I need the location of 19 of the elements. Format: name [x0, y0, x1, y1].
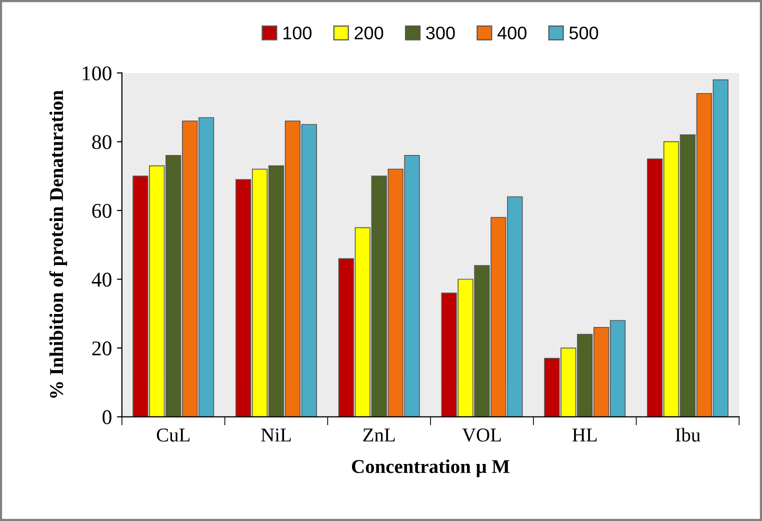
- y-tick-label: 20: [92, 341, 112, 356]
- x-tick-label: NiL: [261, 428, 291, 442]
- y-axis-title: % Inhibition of protein Denaturation: [49, 90, 68, 398]
- x-axis-title: Concentration μ M: [352, 459, 510, 478]
- y-tick-label: 60: [92, 204, 112, 218]
- y-tick-label: 40: [92, 272, 112, 287]
- legend-label: 300: [426, 26, 455, 40]
- y-tick-label: 0: [102, 410, 112, 424]
- legend-label: 100: [283, 26, 312, 40]
- legend-label: 400: [497, 26, 526, 40]
- y-tick-label: 100: [82, 66, 112, 80]
- x-tick-label: ZnL: [363, 428, 395, 442]
- legend-label: 200: [354, 26, 384, 40]
- legend-label: 500: [569, 26, 598, 40]
- x-tick-label: VOL: [462, 428, 501, 442]
- x-tick-label: HL: [572, 428, 597, 442]
- x-tick-label: Ibu: [675, 428, 700, 442]
- y-tick-label: 80: [92, 135, 112, 150]
- x-tick-label: CuL: [156, 428, 190, 442]
